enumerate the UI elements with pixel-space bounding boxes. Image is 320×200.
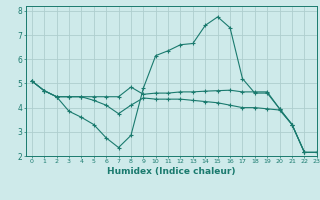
- X-axis label: Humidex (Indice chaleur): Humidex (Indice chaleur): [107, 167, 236, 176]
